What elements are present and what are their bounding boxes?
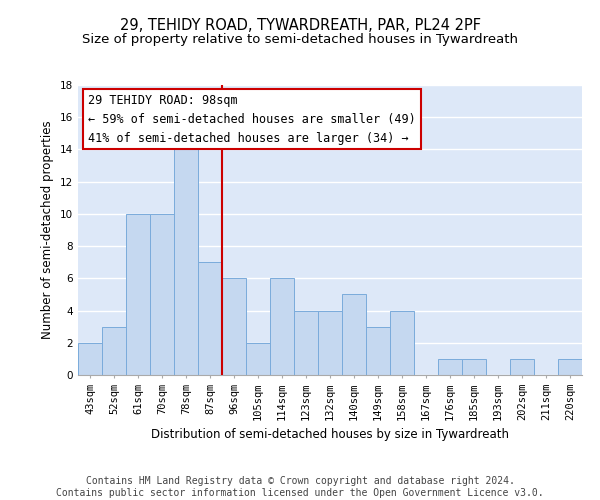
Y-axis label: Number of semi-detached properties: Number of semi-detached properties <box>41 120 55 340</box>
Bar <box>246 343 270 375</box>
Bar <box>342 294 366 375</box>
Bar <box>438 359 462 375</box>
Bar <box>270 278 294 375</box>
Bar <box>558 359 582 375</box>
Bar <box>366 326 390 375</box>
Bar <box>390 310 414 375</box>
Bar <box>150 214 174 375</box>
Bar <box>126 214 150 375</box>
Bar <box>294 310 318 375</box>
Bar <box>174 150 198 375</box>
Bar <box>318 310 342 375</box>
Bar <box>462 359 486 375</box>
X-axis label: Distribution of semi-detached houses by size in Tywardreath: Distribution of semi-detached houses by … <box>151 428 509 442</box>
Bar <box>198 262 222 375</box>
Bar <box>78 343 102 375</box>
Bar <box>102 326 126 375</box>
Text: 29 TEHIDY ROAD: 98sqm
← 59% of semi-detached houses are smaller (49)
41% of semi: 29 TEHIDY ROAD: 98sqm ← 59% of semi-deta… <box>88 94 416 144</box>
Text: Contains HM Land Registry data © Crown copyright and database right 2024.
Contai: Contains HM Land Registry data © Crown c… <box>56 476 544 498</box>
Bar <box>510 359 534 375</box>
Bar <box>222 278 246 375</box>
Text: 29, TEHIDY ROAD, TYWARDREATH, PAR, PL24 2PF: 29, TEHIDY ROAD, TYWARDREATH, PAR, PL24 … <box>119 18 481 32</box>
Text: Size of property relative to semi-detached houses in Tywardreath: Size of property relative to semi-detach… <box>82 32 518 46</box>
